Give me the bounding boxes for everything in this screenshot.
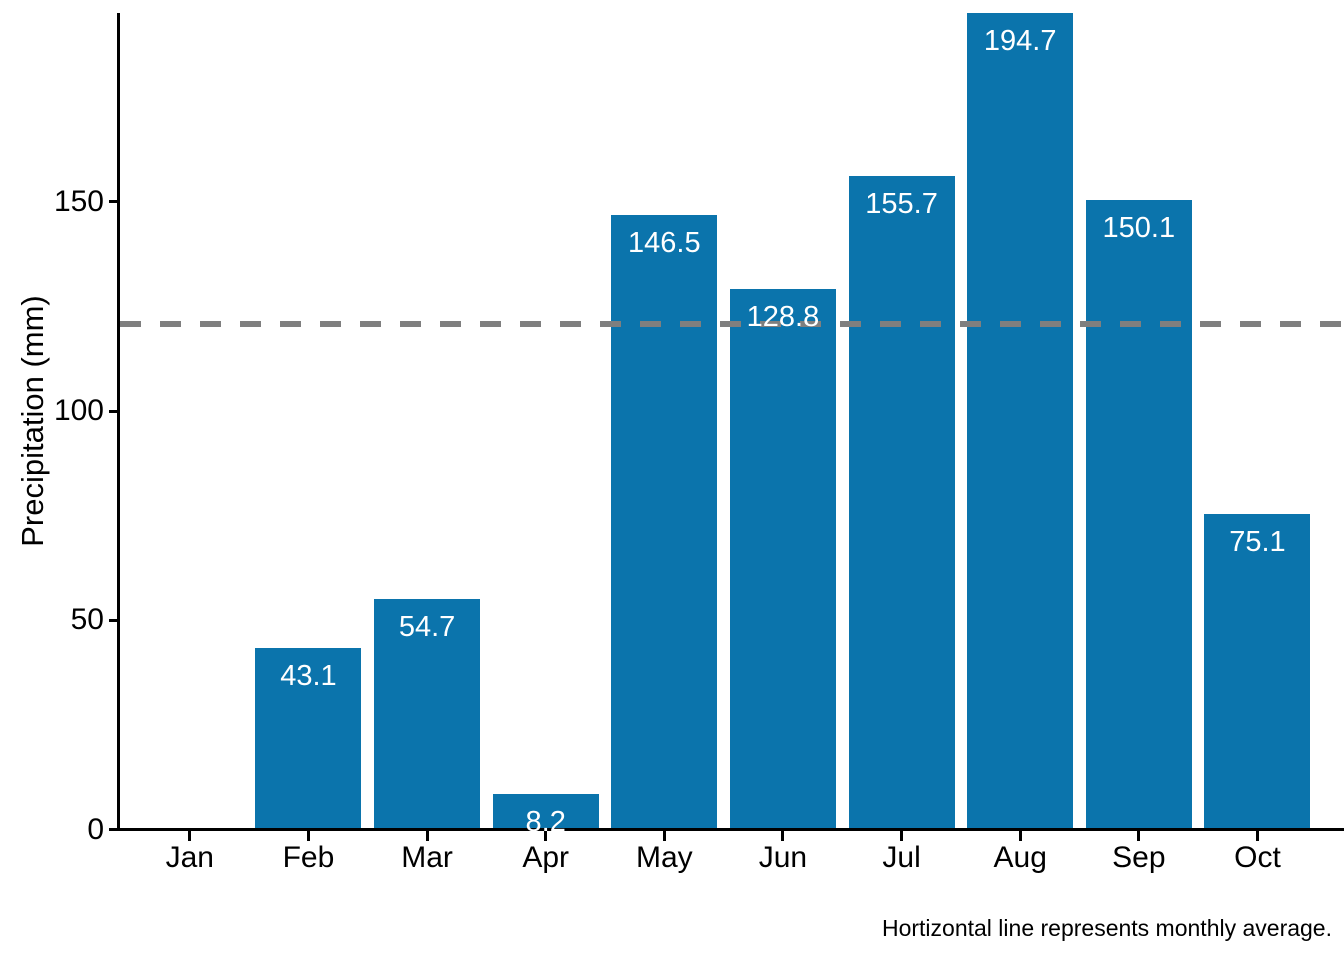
- x-axis-tick-oct: [1255, 831, 1259, 841]
- x-axis-tick-jan: [188, 831, 192, 841]
- x-axis-tick-jun: [781, 831, 785, 841]
- y-axis-tick-0: [109, 828, 117, 831]
- y-axis-tick-label-150: 150: [53, 184, 104, 218]
- bar-feb: [255, 647, 362, 828]
- bar-may: [611, 214, 718, 828]
- x-axis-label-sep: Sep: [1112, 841, 1166, 874]
- x-axis-label-may: May: [635, 841, 693, 874]
- y-axis-tick-50: [109, 618, 117, 622]
- bar-value-label-aug: 194.7: [983, 25, 1057, 58]
- bar-value-label-jun: 128.8: [746, 300, 820, 333]
- x-axis-label-oct: Oct: [1234, 841, 1281, 874]
- x-axis-label-mar: Mar: [401, 841, 453, 874]
- x-axis-tick-mar: [425, 831, 429, 841]
- x-axis-label-aug: Aug: [993, 841, 1047, 874]
- bar-jun: [729, 288, 836, 828]
- x-axis-label-jan: Jan: [165, 841, 214, 874]
- x-axis-label-jul: Jul: [882, 841, 921, 874]
- bar-value-label-may: 146.5: [628, 226, 701, 259]
- bar-oct: [1204, 513, 1311, 828]
- bar-apr: [492, 793, 599, 828]
- x-axis-line: [117, 828, 1344, 831]
- x-axis-tick-feb: [306, 831, 310, 841]
- x-axis-label-apr: Apr: [522, 841, 570, 874]
- bar-value-label-mar: 54.7: [398, 611, 456, 644]
- bar-aug: [967, 13, 1074, 828]
- x-axis-tick-apr: [544, 831, 548, 841]
- y-axis-tick-label-50: 50: [70, 603, 104, 637]
- bar-value-label-sep: 150.1: [1102, 211, 1176, 244]
- bar-value-label-oct: 75.1: [1229, 525, 1286, 558]
- caption: Hortizontal line represents monthly aver…: [881, 915, 1332, 941]
- x-axis-tick-aug: [1018, 831, 1022, 841]
- x-axis-label-feb: Feb: [282, 841, 335, 874]
- x-axis-tick-may: [662, 831, 666, 841]
- x-axis-tick-jul: [900, 831, 904, 841]
- average-line: [120, 320, 1344, 327]
- y-axis-tick-label-0: 0: [87, 812, 104, 846]
- bar-jul: [848, 176, 955, 828]
- x-axis-tick-sep: [1137, 831, 1141, 841]
- bar-sep: [1085, 199, 1192, 828]
- y-axis-tick-label-100: 100: [53, 394, 104, 427]
- bar-mar: [374, 599, 481, 828]
- bar-value-label-jul: 155.7: [865, 188, 938, 221]
- y-axis-line: [117, 13, 120, 831]
- x-axis-label-jun: Jun: [758, 841, 808, 874]
- bar-value-label-apr: 8.2: [525, 805, 566, 838]
- y-axis-tick-150: [109, 200, 117, 204]
- y-axis-tick-100: [109, 409, 117, 413]
- bar-value-label-feb: 43.1: [280, 659, 337, 692]
